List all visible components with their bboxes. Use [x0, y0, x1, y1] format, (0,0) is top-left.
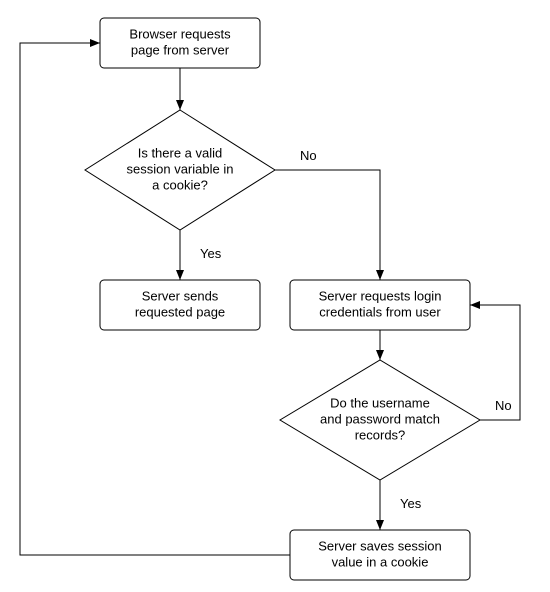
node-cookieCheck-label-line-1: session variable in: [127, 161, 234, 176]
edge-label-cookieCheck-askLogin: No: [300, 148, 317, 163]
node-start: Browser requestspage from server: [100, 18, 260, 68]
node-sendPage-label-line-0: Server sends: [142, 288, 219, 303]
node-sendPage: Server sendsrequested page: [100, 280, 260, 330]
edge-label-credCheck-saveSession: Yes: [400, 496, 422, 511]
node-askLogin: Server requests logincredentials from us…: [290, 280, 470, 330]
node-saveSession-label-line-0: Server saves session: [318, 538, 442, 553]
node-sendPage-label-line-1: requested page: [135, 304, 225, 319]
node-cookieCheck-label-line-0: Is there a valid: [138, 145, 223, 160]
node-credCheck-label-line-0: Do the username: [330, 395, 430, 410]
node-saveSession: Server saves sessionvalue in a cookie: [290, 530, 470, 580]
node-credCheck-label-line-2: records?: [355, 427, 406, 442]
node-start-label-line-1: page from server: [131, 42, 230, 57]
node-askLogin-label-line-0: Server requests login: [319, 288, 442, 303]
node-saveSession-label-line-1: value in a cookie: [332, 554, 429, 569]
node-credCheck: Do the usernameand password matchrecords…: [280, 360, 480, 480]
edge-cookieCheck-to-askLogin: [275, 170, 380, 280]
node-cookieCheck-label-line-2: a cookie?: [152, 177, 208, 192]
node-start-label-line-0: Browser requests: [129, 26, 231, 41]
edge-label-cookieCheck-sendPage: Yes: [200, 246, 222, 261]
node-credCheck-label-line-1: and password match: [320, 411, 440, 426]
node-cookieCheck: Is there a validsession variable ina coo…: [85, 110, 275, 230]
edge-label-credCheck-askLogin: No: [495, 398, 512, 413]
node-askLogin-label-line-1: credentials from user: [319, 304, 441, 319]
